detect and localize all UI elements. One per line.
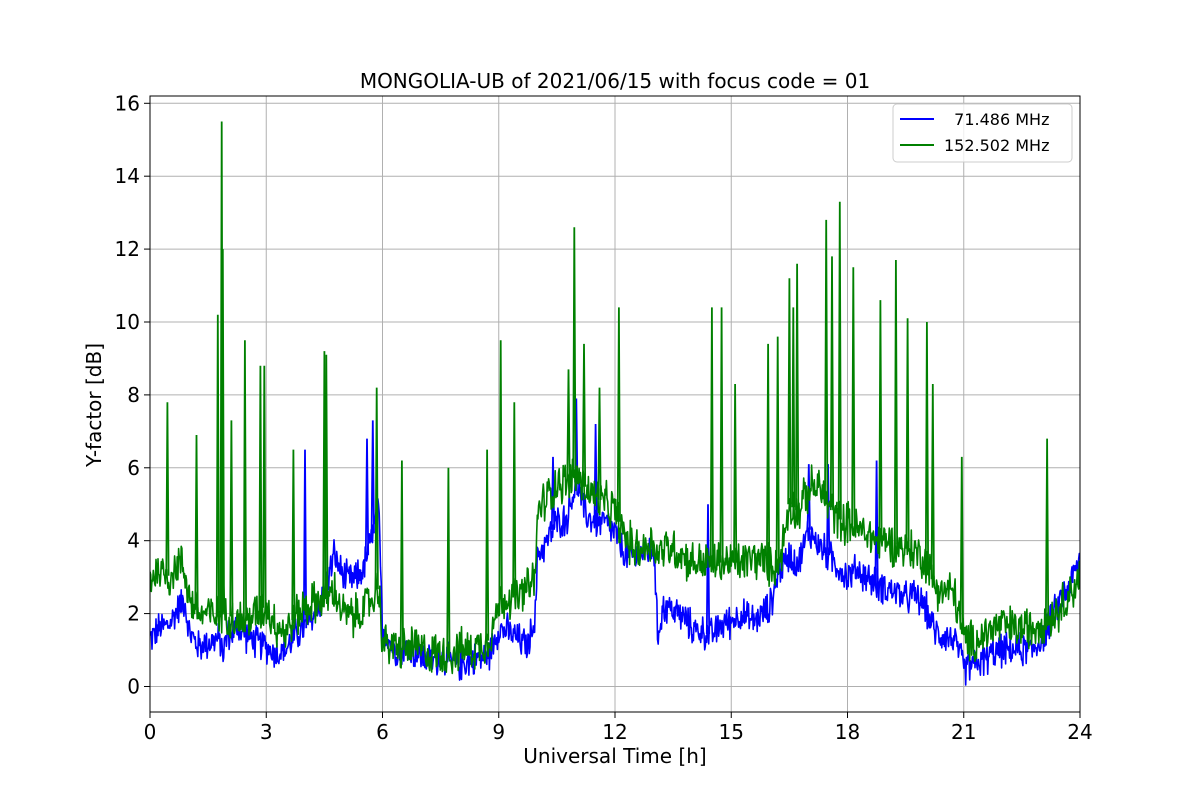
x-axis-label: Universal Time [h]: [523, 744, 706, 768]
spike-152mhz: [194, 434, 199, 610]
plot-area: [150, 121, 1080, 686]
spike-152mhz: [220, 249, 225, 608]
spike-152mhz: [215, 314, 220, 618]
y-tick-label: 2: [127, 602, 140, 626]
spike-152mhz: [597, 387, 602, 500]
legend-box: [892, 103, 1073, 163]
y-tick-label: 0: [127, 674, 140, 698]
spike-152mhz: [258, 365, 263, 611]
spike-152mhz: [229, 420, 234, 617]
spike-152mhz: [242, 340, 247, 621]
spike-152mhz: [399, 460, 404, 651]
spike-152mhz: [566, 369, 571, 481]
legend: 71.486 MHz 152.502 MHz: [892, 103, 1073, 163]
x-tick-label: 15: [719, 720, 744, 744]
series-line-71mhz: [150, 468, 1080, 686]
spike-71mhz: [364, 438, 370, 556]
x-tick-label: 18: [835, 720, 860, 744]
y-axis-label: Y-factor [dB]: [82, 343, 106, 468]
spike-152mhz: [893, 259, 898, 545]
spike-152mhz: [498, 340, 503, 605]
spike-152mhz: [924, 321, 929, 565]
spike-71mhz: [705, 504, 711, 635]
spike-152mhz: [512, 402, 517, 598]
spike-152mhz: [581, 343, 587, 487]
spike-71mhz: [302, 449, 308, 629]
x-tick-label: 3: [260, 720, 273, 744]
spike-152mhz: [719, 307, 724, 563]
spike-152mhz: [374, 387, 379, 590]
spike-152mhz: [766, 343, 771, 565]
spike-152mhz: [851, 267, 856, 527]
spike-152mhz: [775, 336, 780, 564]
y-tick-label: 10: [115, 310, 140, 334]
spike-152mhz: [485, 449, 490, 641]
y-tick-label: 12: [115, 237, 140, 261]
spike-152mhz: [1045, 438, 1050, 619]
spike-152mhz: [824, 219, 829, 501]
spike-152mhz: [837, 201, 842, 520]
x-tick-label: 12: [602, 720, 627, 744]
y-tick-label: 14: [115, 164, 140, 188]
spike-152mhz: [616, 307, 621, 522]
spike-152mhz: [262, 365, 267, 608]
spike-152mhz: [291, 449, 296, 621]
x-tick-label: 6: [376, 720, 389, 744]
spike-152mhz: [324, 354, 329, 598]
spike-152mhz: [930, 383, 935, 580]
legend-label-71mhz: 71.486 MHz: [944, 110, 1049, 129]
spike-152mhz: [446, 467, 451, 654]
y-tick-label: 8: [127, 383, 140, 407]
spike-152mhz: [791, 307, 796, 508]
spike-152mhz: [829, 256, 835, 511]
spike-152mhz: [165, 402, 170, 576]
x-tick-label: 24: [1067, 720, 1092, 744]
chart-title: MONGOLIA-UB of 2021/06/15 with focus cod…: [360, 69, 870, 93]
spike-152mhz: [733, 383, 738, 563]
x-tick-label: 0: [144, 720, 157, 744]
y-tick-label: 6: [127, 456, 140, 480]
spike-152mhz: [795, 263, 800, 511]
spike-71mhz: [370, 420, 375, 534]
y-tick-label: 16: [115, 91, 140, 115]
spike-152mhz: [905, 318, 910, 549]
y-tick-label: 4: [127, 529, 140, 553]
x-tick-label: 21: [951, 720, 976, 744]
x-tick-label: 9: [492, 720, 505, 744]
spike-152mhz: [572, 227, 577, 477]
spike-152mhz: [787, 278, 792, 505]
spike-152mhz: [709, 307, 714, 563]
spike-152mhz: [878, 300, 883, 541]
legend-label-152mhz: 152.502 MHz: [944, 136, 1049, 155]
spike-152mhz: [959, 456, 964, 630]
